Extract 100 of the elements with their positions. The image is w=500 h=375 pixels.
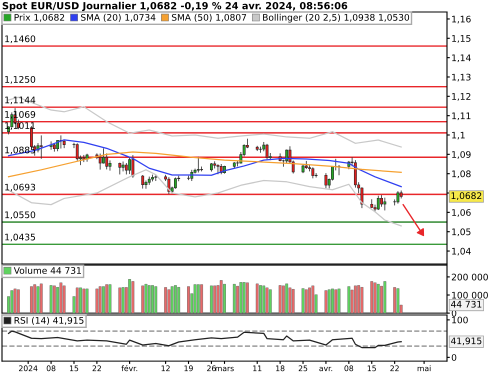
- ref-line-label: 1,0550: [5, 211, 36, 220]
- ref-line-label: 1,1460: [5, 35, 36, 44]
- y-tick-label: 100: [452, 316, 468, 324]
- bar: [79, 288, 82, 314]
- bar: [334, 289, 338, 314]
- annotation: 1,0682: [452, 192, 482, 200]
- candlestick: [285, 149, 288, 164]
- bar: [347, 286, 350, 314]
- bar: [259, 285, 262, 314]
- legend-label: Volume 44 731: [14, 266, 81, 274]
- bar: [311, 286, 314, 314]
- bar: [164, 287, 168, 314]
- bar: [151, 285, 154, 314]
- bar: [376, 284, 380, 314]
- bar: [33, 284, 36, 314]
- y-tick-label: 1,05: [452, 228, 470, 236]
- bar: [10, 290, 14, 314]
- bar: [62, 286, 66, 314]
- bar: [331, 288, 334, 314]
- bar: [357, 285, 360, 314]
- candlestick: [122, 161, 124, 172]
- candlestick: [128, 156, 132, 174]
- bar: [304, 289, 308, 314]
- legend-label: RSI (14) 41,915: [14, 316, 84, 325]
- y-tick-label: 100 000: [452, 292, 488, 299]
- bar: [360, 287, 364, 314]
- bar: [278, 285, 282, 314]
- candlestick: [396, 190, 400, 204]
- bar: [98, 286, 102, 314]
- candlestick: [196, 156, 200, 173]
- bar: [266, 288, 268, 314]
- candlestick: [108, 160, 112, 172]
- candlestick: [376, 195, 380, 210]
- y-tick-label: 1,1: [452, 132, 465, 140]
- bar: [154, 286, 158, 314]
- annotation: 41,915: [451, 337, 482, 346]
- y-tick-label: 1,15: [452, 35, 470, 43]
- candlestick: [311, 166, 314, 179]
- y-tick-label: 1,09: [452, 151, 471, 159]
- chart-title: Spot EUR/USD Journalier 1,0682 -0,19 % 24 avr. 2024, 08:56:06: [2, 2, 348, 12]
- bar: [102, 286, 105, 314]
- y-tick-label: 1,13: [452, 74, 471, 82]
- bar: [350, 290, 354, 314]
- y-tick-label: 1,12: [452, 93, 470, 101]
- bar: [131, 281, 134, 314]
- y-tick-label: 1,04: [452, 248, 471, 256]
- bar: [239, 282, 242, 314]
- bar: [285, 284, 288, 314]
- bar: [200, 284, 204, 314]
- ref-line-label: 1,1250: [5, 76, 36, 84]
- bar: [196, 284, 200, 314]
- bar: [40, 284, 43, 314]
- bar: [393, 287, 396, 314]
- bar: [148, 285, 151, 314]
- y-tick-label: 1,08: [452, 170, 471, 178]
- bar: [82, 288, 86, 314]
- bar: [108, 284, 112, 314]
- annotation: 44 731: [451, 300, 482, 308]
- candlestick: [324, 172, 328, 189]
- bar: [236, 286, 240, 314]
- bar: [76, 288, 79, 314]
- bar: [86, 288, 89, 314]
- bar: [213, 286, 216, 314]
- y-tick-label: 200 000: [452, 274, 488, 280]
- candlestick: [124, 162, 128, 175]
- bar: [242, 282, 246, 314]
- candlestick: [102, 148, 105, 164]
- bar: [220, 280, 223, 314]
- bar: [167, 289, 170, 314]
- bar: [262, 286, 266, 314]
- bar: [232, 284, 236, 314]
- y-tick-label: 1,11: [452, 112, 470, 120]
- bar: [177, 287, 180, 314]
- bar: [383, 281, 386, 314]
- candlestick: [383, 197, 386, 211]
- candlestick: [216, 164, 220, 175]
- bar: [374, 282, 376, 314]
- bar: [256, 284, 259, 314]
- bar: [187, 286, 190, 314]
- legend-label: Bollinger (20 2,5) 1,0938 1,0530: [263, 14, 410, 23]
- bar: [194, 284, 196, 314]
- candlestick: [174, 177, 177, 190]
- legend-label: SMA (20) 1,0734: [80, 14, 156, 22]
- y-tick-label: 1,16: [452, 16, 471, 24]
- bar: [223, 284, 226, 314]
- bar: [118, 288, 122, 314]
- bar: [36, 286, 40, 314]
- y-tick-label: 1,06: [452, 209, 471, 217]
- bar: [338, 288, 340, 314]
- bar: [128, 279, 132, 314]
- bar: [246, 282, 249, 314]
- bar: [282, 286, 285, 314]
- bar: [302, 288, 304, 314]
- candlestick: [141, 174, 144, 189]
- bar: [14, 288, 17, 314]
- bar: [396, 288, 400, 314]
- ref-line-label: 1,1144: [5, 96, 36, 104]
- bar: [292, 289, 295, 314]
- bar: [30, 286, 33, 314]
- y-tick-label: 1,14: [452, 54, 471, 62]
